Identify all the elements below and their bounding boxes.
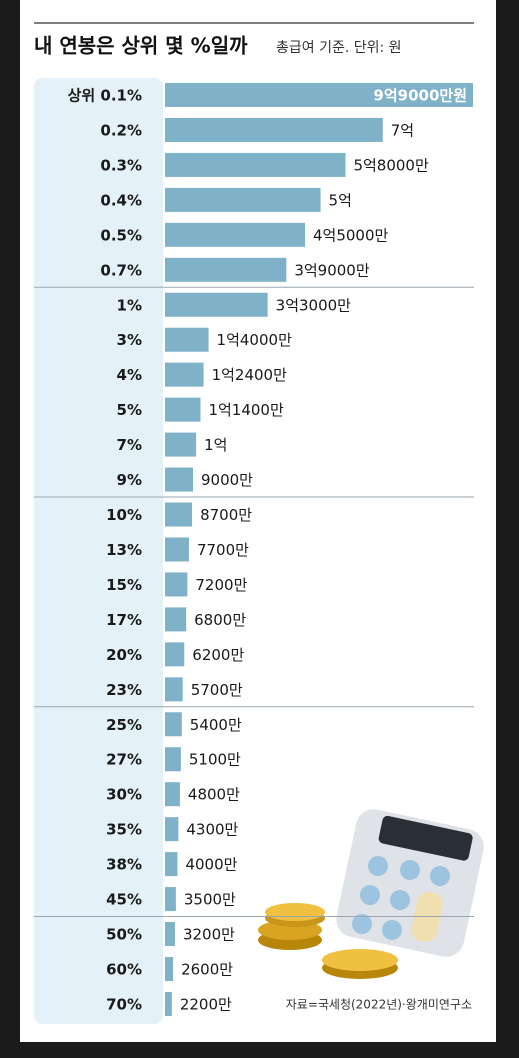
value-label: 9억9000만원 — [373, 87, 467, 105]
source: 자료=국세청(2022년)·왕개미연구소 — [286, 998, 472, 1012]
value-label: 5억 — [329, 191, 352, 209]
value-label: 5100만 — [189, 751, 241, 769]
bar — [165, 922, 175, 947]
category-label: 9% — [117, 471, 142, 489]
value-label: 4300만 — [186, 821, 238, 839]
category-label: 0.2% — [100, 121, 142, 139]
category-label: 15% — [106, 576, 142, 594]
value-label: 4800만 — [188, 786, 240, 804]
bar — [165, 782, 180, 807]
category-label: 13% — [106, 541, 142, 559]
label-column — [34, 78, 163, 1024]
bar — [165, 677, 183, 702]
bar — [165, 991, 172, 1016]
bar — [165, 432, 197, 457]
category-label: 1% — [117, 296, 142, 314]
category-label: 0.3% — [100, 156, 142, 174]
bar — [165, 187, 321, 212]
bar — [165, 747, 181, 772]
chart-subtitle: 총급여 기준. 단위: 원 — [276, 40, 402, 56]
value-label: 7200만 — [195, 576, 247, 594]
category-label: 10% — [106, 506, 142, 524]
category-label: 50% — [106, 926, 142, 944]
bar — [165, 957, 174, 981]
chart-title: 내 연봉은 상위 몇 %일까 — [34, 34, 248, 58]
value-label: 5700만 — [191, 681, 243, 699]
value-label: 1억2400만 — [212, 366, 288, 384]
bar — [165, 222, 305, 247]
bar — [165, 152, 346, 177]
bar — [165, 327, 209, 352]
category-label: 70% — [106, 995, 142, 1013]
bar — [165, 712, 182, 737]
value-label: 5억8000만 — [353, 156, 429, 174]
bar — [165, 502, 193, 527]
value-label: 1억1400만 — [208, 401, 284, 419]
value-label: 6800만 — [194, 611, 246, 629]
value-label: 2600만 — [181, 961, 233, 979]
bar — [165, 642, 185, 667]
category-label: 상위 0.1% — [68, 87, 142, 105]
value-label: 3500만 — [184, 891, 236, 909]
category-label: 45% — [106, 891, 142, 909]
value-label: 8700만 — [200, 506, 252, 524]
category-label: 20% — [106, 646, 142, 664]
category-label: 27% — [106, 751, 142, 769]
value-label: 3억9000만 — [294, 261, 370, 279]
value-label: 2200만 — [180, 995, 232, 1013]
bar — [165, 887, 176, 912]
category-label: 60% — [106, 961, 142, 979]
value-label: 6200만 — [192, 646, 244, 664]
calculator — [336, 809, 484, 957]
value-label: 7700만 — [197, 541, 249, 559]
value-label: 3억3000만 — [276, 296, 352, 314]
bar — [165, 852, 178, 877]
value-label: 4억5000만 — [313, 226, 389, 244]
value-label: 1억 — [204, 436, 227, 454]
bar — [165, 397, 201, 422]
bar — [165, 292, 268, 317]
bar — [165, 537, 189, 562]
value-label: 3200만 — [183, 926, 235, 944]
category-label: 30% — [106, 786, 142, 804]
category-label: 3% — [117, 331, 142, 349]
category-label: 0.5% — [100, 226, 142, 244]
category-label: 7% — [117, 436, 142, 454]
category-label: 4% — [117, 366, 142, 384]
category-label: 0.4% — [100, 191, 142, 209]
value-label: 9000만 — [201, 471, 253, 489]
bar — [165, 117, 383, 142]
bar — [165, 257, 287, 282]
category-label: 17% — [106, 611, 142, 629]
value-label: 7억 — [391, 121, 414, 139]
bar — [165, 362, 204, 387]
category-label: 25% — [106, 716, 142, 734]
category-label: 0.7% — [100, 261, 142, 279]
bar — [165, 817, 179, 842]
category-label: 5% — [117, 401, 142, 419]
category-label: 23% — [106, 681, 142, 699]
bar — [165, 467, 193, 492]
category-label: 38% — [106, 856, 142, 874]
category-label: 35% — [106, 821, 142, 839]
value-label: 4000만 — [185, 856, 237, 874]
bar — [165, 607, 187, 632]
bar — [165, 83, 473, 107]
value-label: 1억4000만 — [217, 331, 293, 349]
bar — [165, 572, 188, 597]
value-label: 5400만 — [190, 716, 242, 734]
